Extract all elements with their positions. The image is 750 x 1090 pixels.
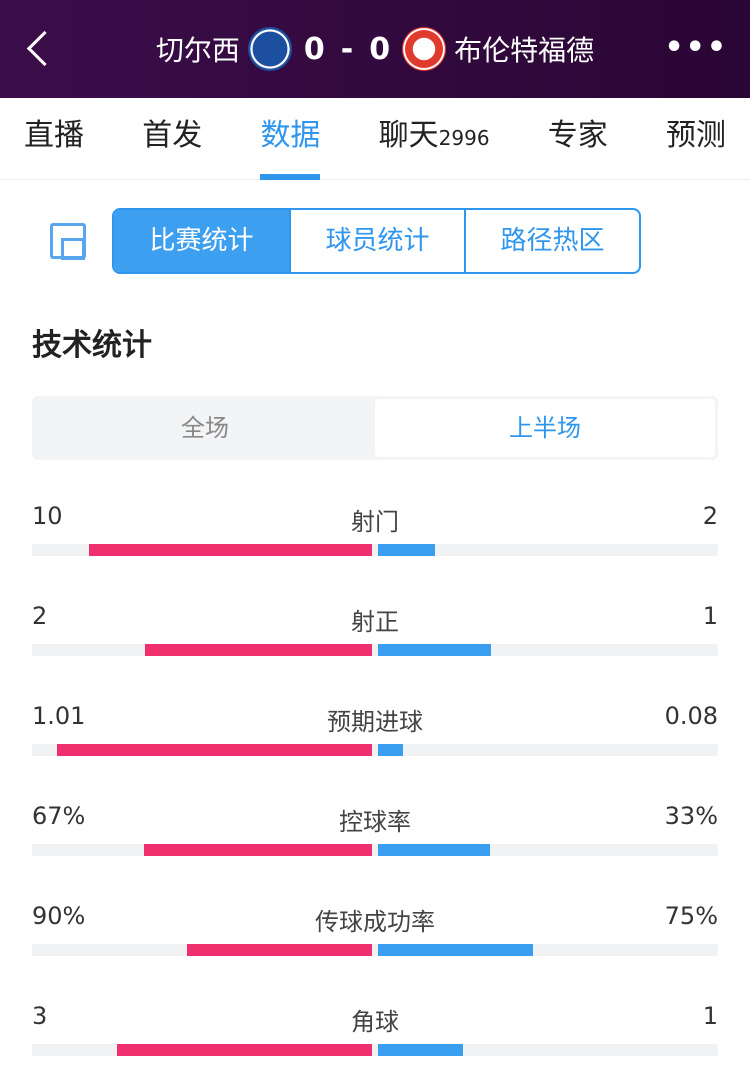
tab-label: 预测: [666, 117, 726, 153]
home-team-name: 切尔西: [155, 34, 240, 67]
stats-type-selector: 比赛统计 球员统计 路径热区: [50, 208, 750, 274]
tab-expert[interactable]: 专家: [548, 98, 608, 180]
match-score: 切尔西 0 - 0 布伦特福德: [0, 0, 750, 98]
stat-row: 90% 传球成功率 75%: [0, 890, 750, 990]
home-bar: [117, 1044, 372, 1056]
away-value: 33%: [664, 802, 718, 830]
stat-track: [32, 644, 718, 656]
match-header: 切尔西 0 - 0 布伦特福德 •••: [0, 0, 750, 98]
stat-track: [32, 944, 718, 956]
home-bar: [186, 944, 372, 956]
away-value: 1: [702, 1002, 718, 1030]
tab-live[interactable]: 直播: [24, 98, 84, 180]
away-value: 2: [702, 502, 718, 530]
home-value: 10: [32, 502, 63, 530]
tab-label: 首发: [142, 117, 203, 153]
stat-row: 1.01 预期进球 0.08: [0, 690, 750, 790]
away-bar: [378, 944, 533, 956]
away-score: 0: [369, 31, 391, 67]
document-icon[interactable]: [50, 223, 86, 260]
stat-name: 传球成功率: [315, 908, 435, 936]
chat-count: 2996: [438, 125, 490, 150]
section-title: 技术统计: [32, 328, 152, 363]
stat-name: 射正: [351, 608, 399, 636]
segment-match-stats[interactable]: 比赛统计: [114, 210, 289, 272]
tab-label: 数据: [260, 117, 321, 153]
home-score: 0: [303, 31, 325, 67]
tab-lineup[interactable]: 首发: [142, 98, 202, 180]
tab-chat[interactable]: 聊天2996: [379, 98, 490, 180]
tab-label: 专家: [547, 117, 608, 153]
away-bar: [378, 544, 435, 556]
period-full-match[interactable]: 全场: [181, 414, 229, 442]
stat-track: [32, 844, 718, 856]
main-tabs: 直播 首发 数据 聊天2996 专家 预测: [0, 98, 750, 180]
stat-row: 67% 控球率 33%: [0, 790, 750, 890]
away-bar: [378, 844, 491, 856]
chelsea-logo-icon: [247, 27, 292, 71]
score-separator: -: [340, 31, 354, 67]
away-bar: [378, 744, 403, 756]
away-value: 0.08: [664, 702, 718, 730]
home-bar: [145, 644, 372, 656]
home-value: 90%: [32, 902, 86, 930]
away-value: 75%: [664, 902, 718, 930]
stat-name: 角球: [351, 1008, 399, 1036]
stat-row: 3 角球 1: [0, 990, 750, 1090]
stat-name: 控球率: [339, 808, 411, 836]
brentford-logo-icon: [402, 27, 447, 71]
away-team-name: 布伦特福德: [454, 34, 595, 67]
tab-prediction[interactable]: 预测: [666, 98, 726, 180]
stat-name: 预期进球: [327, 708, 423, 736]
segment-player-stats[interactable]: 球员统计: [289, 210, 464, 272]
more-options-icon[interactable]: •••: [664, 30, 728, 65]
home-value: 67%: [32, 802, 86, 830]
stats-list: 10 射门 2 2 射正 1 1.01 预期进球 0.08 67% 控球率 33…: [0, 490, 750, 1090]
stat-row: 2 射正 1: [0, 590, 750, 690]
stat-name: 射门: [351, 508, 399, 536]
home-bar: [56, 744, 372, 756]
home-value: 3: [32, 1002, 48, 1030]
home-bar: [144, 844, 372, 856]
period-first-half[interactable]: 上半场: [375, 399, 715, 457]
home-value: 2: [32, 602, 48, 630]
tab-label: 直播: [24, 117, 84, 153]
period-toggle: 全场 上半场: [32, 396, 718, 460]
away-value: 1: [702, 602, 718, 630]
stat-row: 10 射门 2: [0, 490, 750, 590]
away-bar: [378, 644, 492, 656]
tab-data[interactable]: 数据: [260, 98, 321, 180]
segment-heatmap[interactable]: 路径热区: [464, 210, 639, 272]
home-bar: [88, 544, 372, 556]
tab-label: 聊天: [378, 117, 439, 153]
away-bar: [378, 1044, 463, 1056]
home-value: 1.01: [32, 702, 86, 730]
